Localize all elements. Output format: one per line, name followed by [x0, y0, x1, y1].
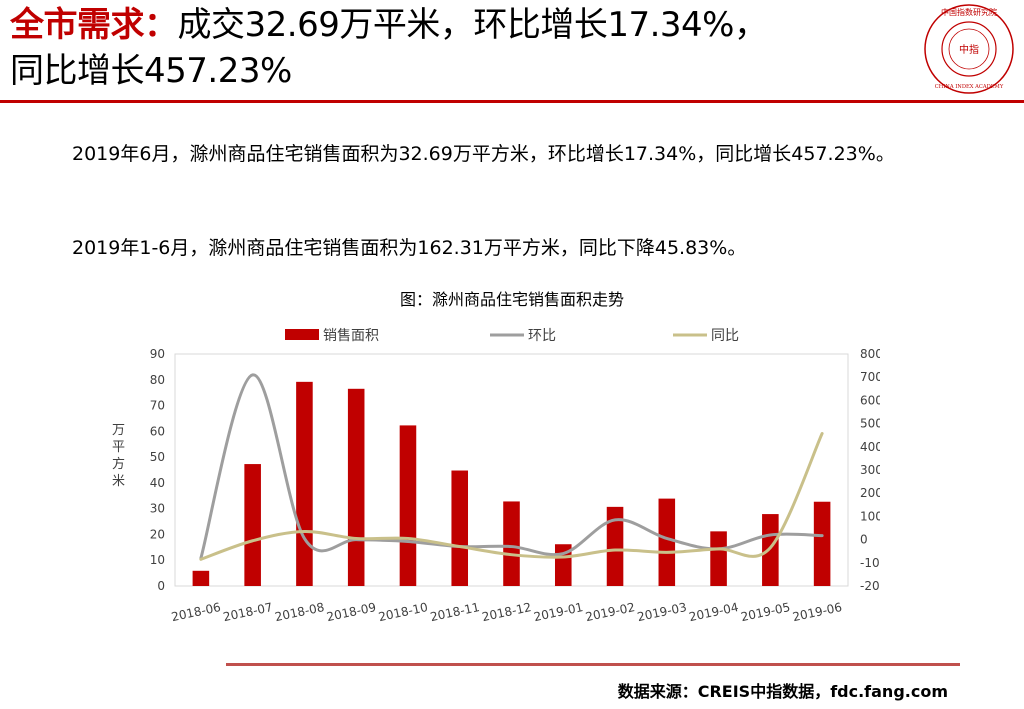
logo-text-bottom: CHINA INDEX ACADEMY [935, 84, 1004, 90]
x-tick-label: 2019-04 [688, 600, 740, 624]
x-tick-label: 2018-07 [222, 600, 274, 624]
y2-tick-label: -100 [860, 556, 880, 570]
x-tick-label: 2018-09 [325, 600, 377, 624]
x-tick-label: 2019-05 [740, 600, 792, 624]
y2-tick-label: 100 [860, 509, 880, 523]
bar-sales-area [658, 498, 676, 586]
bar-sales-area [813, 501, 831, 586]
y2-tick-label: -200 [860, 579, 880, 593]
bar-sales-area [606, 506, 624, 586]
bar-sales-area [296, 381, 313, 586]
y-tick-label: 50 [150, 450, 165, 464]
bar-sales-area [347, 388, 365, 586]
line-yoy [199, 432, 824, 561]
y-tick-label: 0 [157, 579, 165, 593]
bar-sales-area [762, 514, 779, 586]
legend-bar-swatch [285, 329, 319, 340]
summary-paragraph-2: 2019年1-6月，滁州商品住宅销售面积为162.31万平方米，同比下降45.8… [72, 237, 747, 259]
data-source: 数据来源：CREIS中指数据，fdc.fang.com [617, 682, 948, 701]
y-axis-label: 万平方米 [112, 423, 125, 489]
x-tick-label: 2018-10 [377, 600, 429, 624]
legend-label: 同比 [711, 328, 739, 344]
title-line1: 成交32.69万平米，环比增长17.34%， [177, 5, 768, 45]
y2-tick-label: 600 [860, 393, 880, 407]
x-tick-label: 2019-03 [636, 600, 688, 624]
y-tick-label: 10 [150, 553, 165, 567]
y-tick-label: 30 [150, 502, 165, 516]
bar-sales-area [451, 470, 469, 586]
y2-tick-label: 500 [860, 417, 880, 431]
logo-text-top: 中国指数研究院 [941, 7, 997, 17]
y-tick-label: 20 [150, 527, 165, 541]
chart-title: 图：滁州商品住宅销售面积走势 [399, 290, 624, 309]
y-tick-label: 40 [150, 476, 165, 490]
title-block: 全市需求：成交32.69万平米，环比增长17.34%， 同比增长457.23% [10, 2, 920, 94]
bar-sales-area [503, 501, 520, 586]
logo-text-center: 中指 [959, 43, 979, 56]
y2-tick-label: 800 [860, 347, 880, 361]
y2-tick-label: 400 [860, 440, 880, 454]
bar-sales-area [192, 570, 210, 586]
x-tick-label: 2018-12 [481, 600, 533, 624]
page-title-line2: 同比增长457.23% [10, 51, 292, 91]
footer-divider [226, 663, 960, 666]
x-tick-label: 2019-02 [584, 600, 636, 624]
x-tick-label: 2019-01 [532, 600, 584, 624]
y2-tick-label: 200 [860, 486, 880, 500]
bar-sales-area [710, 531, 727, 586]
bar-sales-area [244, 464, 261, 586]
title-divider [0, 100, 1024, 103]
y-tick-label: 90 [150, 347, 165, 361]
academy-logo: 中国指数研究院 中指 CHINA INDEX ACADEMY [924, 4, 1014, 94]
bar-sales-area [399, 425, 417, 586]
sales-area-chart: 0 10 20 30 40 50 60 70 80 90 -200 -100 0 100 200 300 400… [112, 328, 880, 624]
legend-label: 环比 [528, 328, 556, 344]
x-tick-label: 2018-11 [429, 600, 481, 624]
x-tick-label: 2018-08 [274, 600, 326, 624]
x-tick-label: 2018-06 [170, 600, 222, 624]
y2-tick-label: 700 [860, 370, 880, 384]
y-tick-label: 70 [150, 399, 165, 413]
y-tick-label: 60 [150, 424, 165, 438]
y2-tick-label: 0 [860, 533, 868, 547]
y-tick-label: 80 [150, 373, 165, 387]
legend-label: 销售面积 [323, 328, 379, 344]
summary-paragraph-1: 2019年6月，滁州商品住宅销售面积为32.69万平方米，环比增长17.34%，… [72, 143, 895, 165]
title-accent: 全市需求： [10, 5, 178, 45]
x-tick-label: 2019-06 [791, 600, 843, 624]
y2-tick-label: 300 [860, 463, 880, 477]
page-title: 全市需求：成交32.69万平米，环比增长17.34%， [10, 2, 920, 48]
